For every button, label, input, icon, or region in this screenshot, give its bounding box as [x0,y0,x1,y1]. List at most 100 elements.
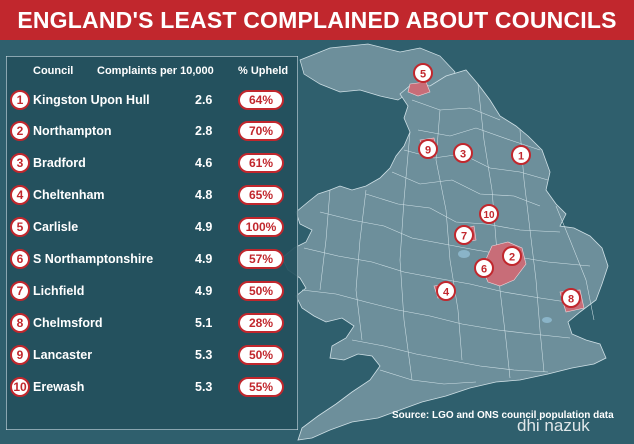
table-row: 9 Lancaster 5.3 50% [6,345,298,367]
source-note: Source: LGO and ONS council population d… [392,410,614,421]
rank-number: 10 [13,380,27,394]
rank-number: 4 [16,188,24,202]
complaints-rate: 4.9 [195,252,213,266]
upheld-percent: 64% [248,93,274,107]
rank-number: 6 [16,252,24,266]
upheld-percent: 70% [248,124,274,138]
upheld-badge: 61% [238,153,284,173]
upheld-badge: 50% [238,281,284,301]
rank-badge: 1 [10,90,30,110]
council-name: Bradford [33,156,86,170]
rank-badge: 5 [10,217,30,237]
rank-badge: 7 [10,281,30,301]
council-name: Carlisle [33,220,79,234]
upheld-badge: 28% [238,313,284,333]
upheld-percent: 65% [248,188,274,202]
column-header-council: Council [33,65,74,77]
column-header-complaints: Complaints per 10,000 [97,65,214,77]
table-row: 4 Cheltenham 4.8 65% [6,185,298,207]
complaints-rate: 4.9 [195,220,213,234]
map-marker-label: 5 [420,69,426,81]
map-marker-8: 8 [561,288,581,308]
map-marker-label: 7 [461,231,467,243]
map-marker-3: 3 [453,143,473,163]
council-name: Lichfield [33,284,85,298]
council-name: Northampton [33,124,112,138]
map-marker-9: 9 [418,139,438,159]
council-name: Cheltenham [33,188,105,202]
rank-badge: 8 [10,313,30,333]
table-row: 10 Erewash 5.3 55% [6,377,298,399]
map-marker-label: 2 [509,252,515,264]
complaints-rate: 4.9 [195,284,213,298]
upheld-badge: 50% [238,345,284,365]
map-marker-label: 3 [460,149,466,161]
map-marker-7: 7 [454,225,474,245]
map-marker-label: 8 [568,294,574,306]
council-boundaries [301,83,595,385]
reservoir [458,250,470,258]
table-row: 7 Lichfield 4.9 50% [6,281,298,303]
column-header-upheld: % Upheld [238,65,289,77]
map-marker-label: 9 [425,145,431,157]
table-panel [6,56,298,430]
complaints-rate: 5.3 [195,348,213,362]
england-map: 5 9 3 1 10 7 6 2 4 8 [281,43,609,441]
watermark: dhi nazuk [517,416,590,435]
upheld-percent: 61% [248,156,274,170]
council-name: Chelmsford [33,316,103,330]
upheld-badge: 55% [238,377,284,397]
rank-badge: 9 [10,345,30,365]
complaints-rate: 2.6 [195,93,213,107]
rank-number: 1 [16,93,24,107]
upheld-percent: 57% [248,252,274,266]
rank-badge: 4 [10,185,30,205]
map-marker-label: 10 [483,210,495,221]
rank-number: 8 [16,316,24,330]
england-wales-landmass [281,69,609,441]
upheld-percent: 28% [248,316,274,330]
upheld-badge: 65% [238,185,284,205]
upheld-badge: 57% [238,249,284,269]
rank-number: 9 [16,348,24,362]
complaints-rate: 5.3 [195,380,213,394]
rank-number: 7 [16,284,24,298]
table-row: 2 Northampton 2.8 70% [6,121,298,143]
map-marker-label: 4 [443,287,450,299]
complaints-rate: 4.6 [195,156,213,170]
upheld-percent: 100% [245,220,277,234]
rank-number: 5 [16,220,24,234]
council-name: Lancaster [33,348,93,362]
complaints-rate: 5.1 [195,316,213,330]
upheld-badge: 64% [238,90,284,110]
page-title: ENGLAND'S LEAST COMPLAINED ABOUT COUNCIL… [17,6,617,33]
upheld-badge: 70% [238,121,284,141]
table-row: 8 Chelmsford 5.1 28% [6,313,298,335]
map-marker-10: 10 [479,204,499,224]
table-row: 3 Bradford 4.6 61% [6,153,298,175]
upheld-badge: 100% [238,217,284,237]
upheld-percent: 55% [248,380,274,394]
map-marker-1: 1 [511,145,531,165]
title-bar: ENGLAND'S LEAST COMPLAINED ABOUT COUNCIL… [0,0,634,40]
map-marker-2: 2 [502,246,522,266]
map-marker-label: 6 [481,264,487,276]
map-marker-4: 4 [436,281,456,301]
map-marker-5: 5 [413,63,433,83]
reservoir [542,317,552,323]
rank-number: 3 [16,156,24,170]
rank-badge: 6 [10,249,30,269]
upheld-percent: 50% [248,348,274,362]
map-marker-label: 1 [518,151,524,163]
council-name: Kingston Upon Hull [33,93,150,107]
complaints-rate: 2.8 [195,124,213,138]
rank-badge: 10 [10,377,30,397]
rank-badge: 3 [10,153,30,173]
council-name: Erewash [33,380,85,394]
complaints-rate: 4.8 [195,188,213,202]
upheld-percent: 50% [248,284,274,298]
map-marker-6: 6 [474,258,494,278]
rank-number: 2 [16,124,24,138]
council-name: S Northamptonshire [33,252,154,266]
table-row: 5 Carlisle 4.9 100% [6,217,298,239]
